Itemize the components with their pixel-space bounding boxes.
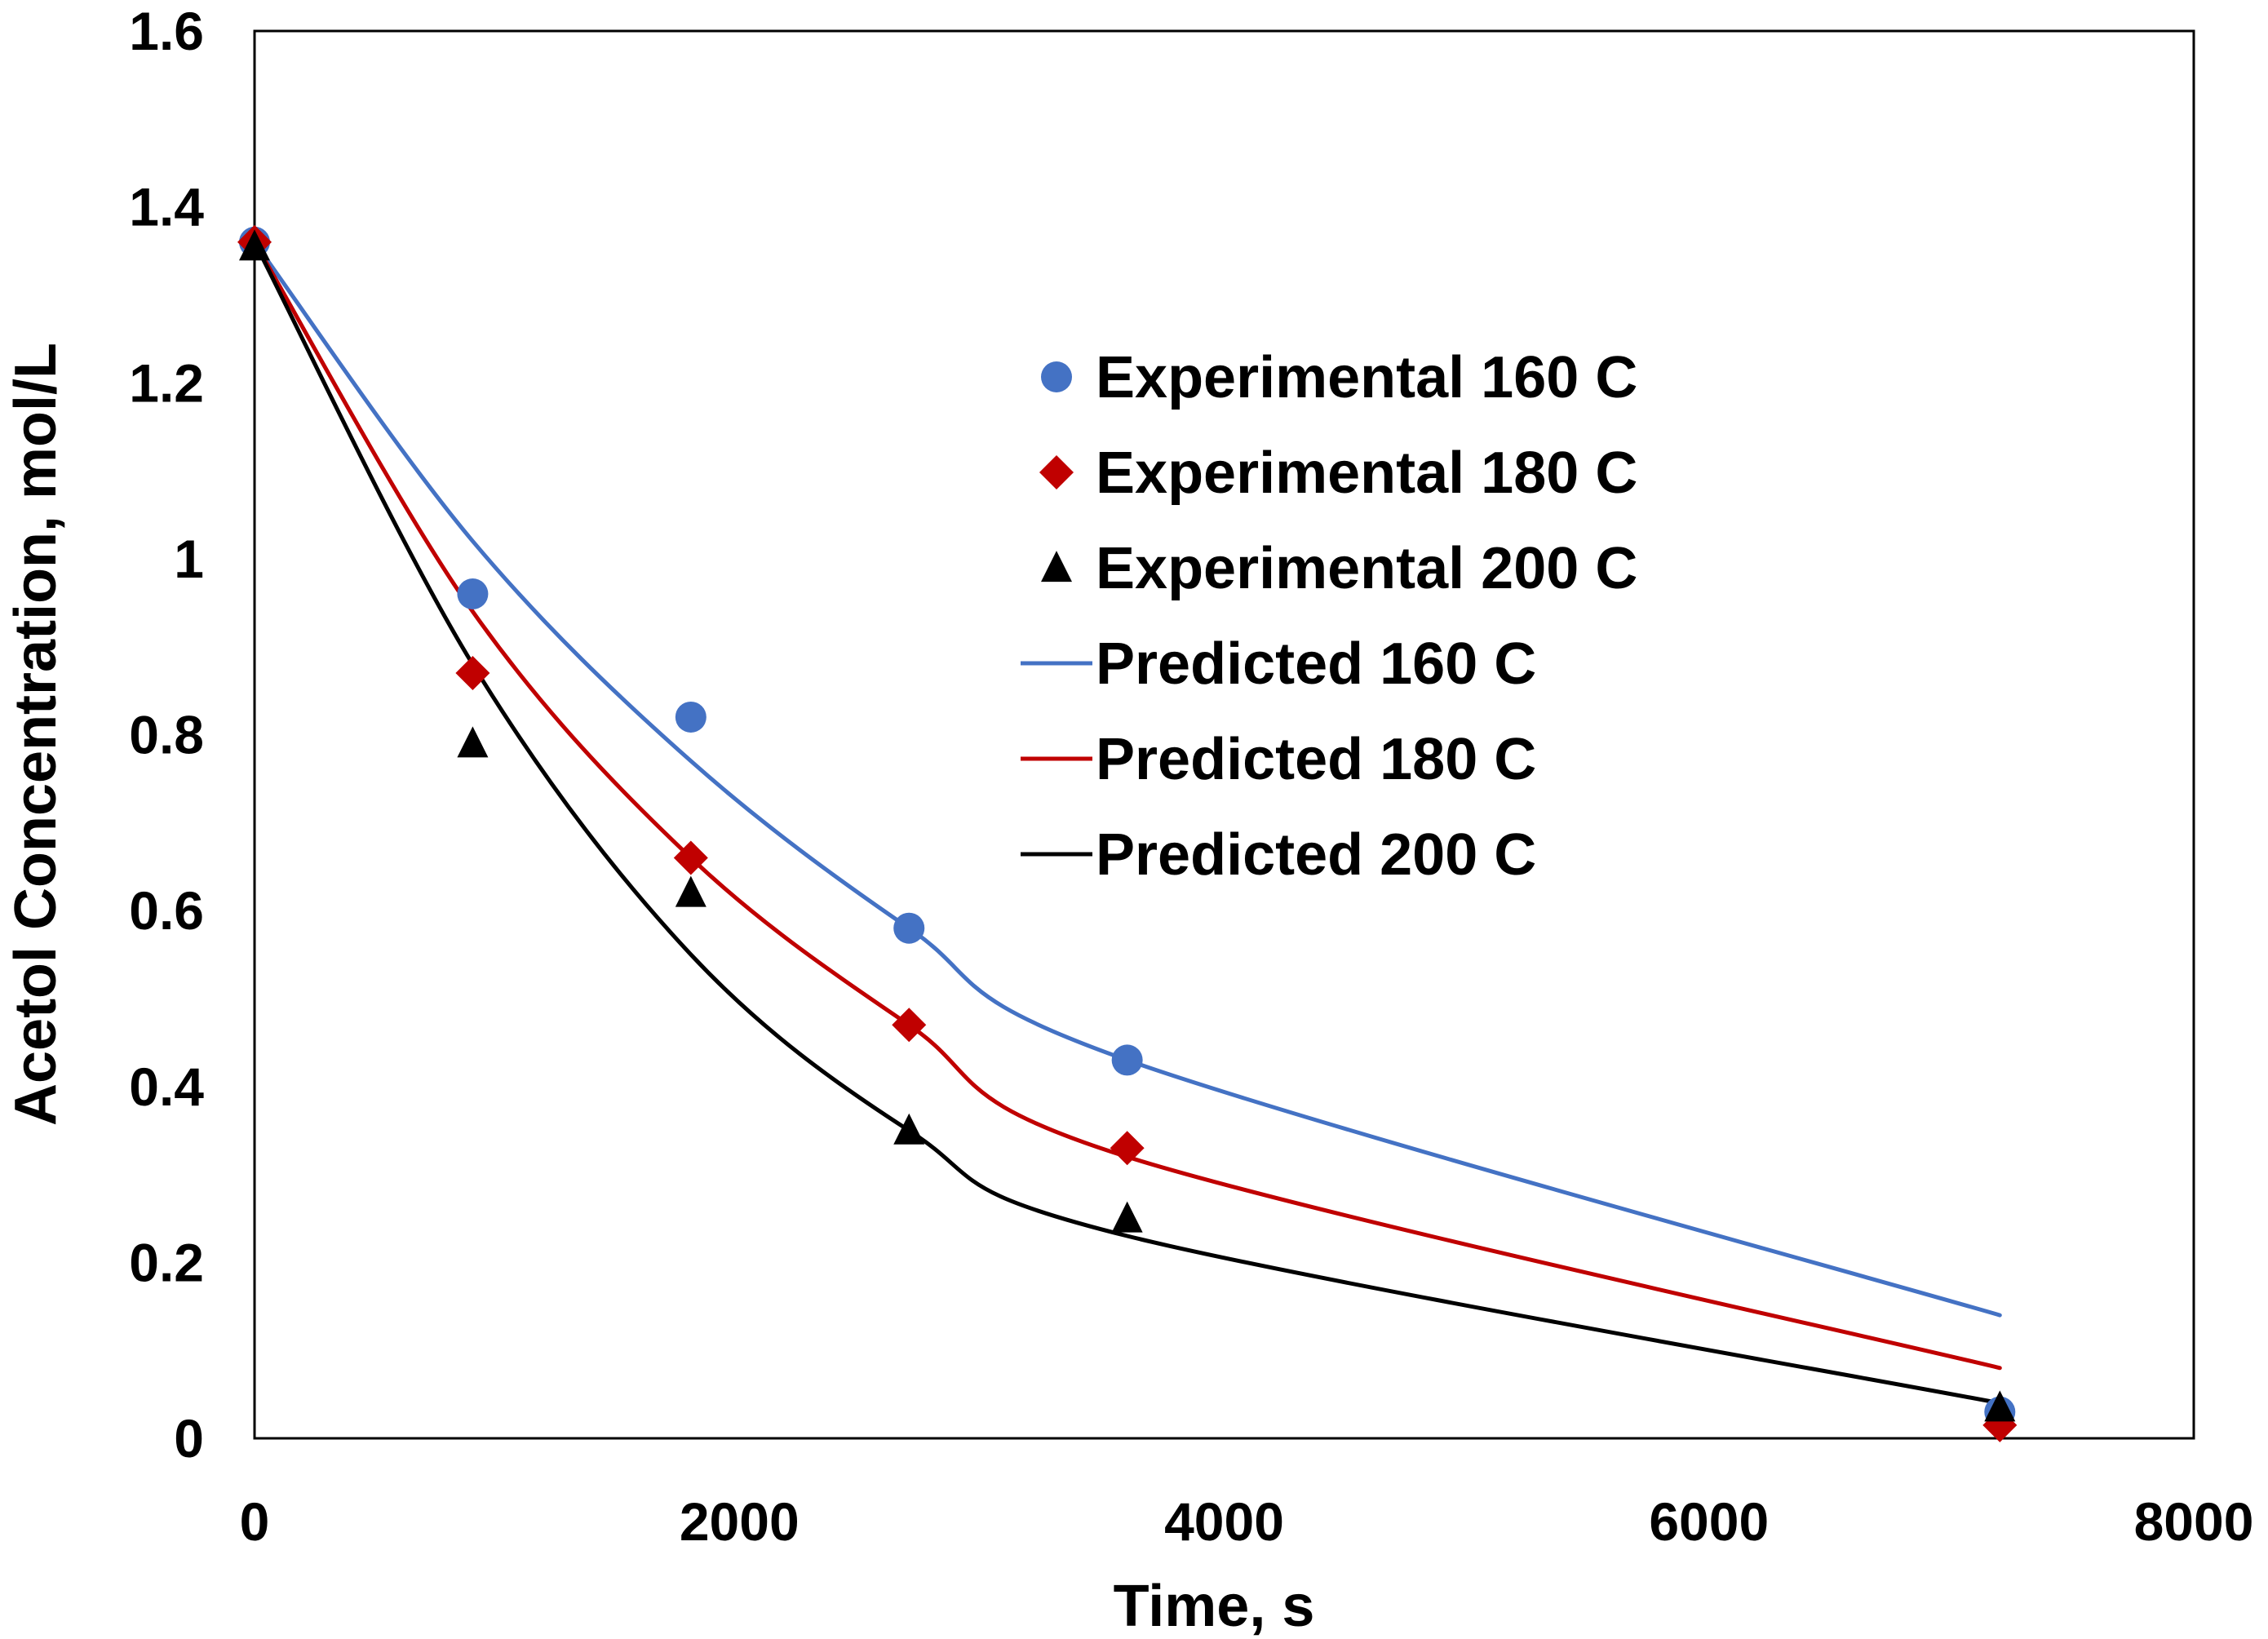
data-point-experimental-200-c xyxy=(893,1113,925,1145)
y-tick-label: 0 xyxy=(174,1408,204,1468)
legend-label: Predicted 160 C xyxy=(1096,631,1536,697)
data-point-experimental-200-c xyxy=(1111,1201,1143,1233)
data-point-experimental-180-c xyxy=(1110,1131,1145,1166)
series-line-predicted-160-c xyxy=(252,240,2002,1318)
y-tick-label: 1.4 xyxy=(129,177,204,237)
legend-label: Predicted 200 C xyxy=(1096,822,1536,888)
legend-label: Experimental 160 C xyxy=(1096,345,1637,410)
data-point-experimental-180-c xyxy=(455,656,490,691)
y-axis-ticks: 0 0.2 0.4 0.6 0.8 1 1.2 1.4 1.6 xyxy=(129,1,204,1468)
legend-marker xyxy=(1041,551,1072,583)
x-tick-label: 6000 xyxy=(1649,1491,1769,1552)
y-tick-label: 0.4 xyxy=(129,1056,204,1117)
legend: Experimental 160 C Experimental 180 C Expe… xyxy=(1021,345,1637,888)
legend-label: Experimental 200 C xyxy=(1096,536,1637,601)
y-tick-label: 0.8 xyxy=(129,705,204,765)
legend-marker xyxy=(1041,361,1072,392)
x-tick-label: 8000 xyxy=(2134,1491,2254,1552)
x-tick-label: 0 xyxy=(240,1491,270,1552)
data-point-experimental-200-c xyxy=(675,875,707,907)
data-point-experimental-200-c xyxy=(1984,1390,2016,1422)
y-tick-label: 1.6 xyxy=(129,1,204,61)
x-axis-title: Time, s xyxy=(1114,1574,1315,1639)
data-point-experimental-200-c xyxy=(457,726,489,758)
data-point-experimental-160-c xyxy=(675,701,707,733)
y-tick-label: 0.6 xyxy=(129,880,204,941)
experimental-points xyxy=(237,224,2018,1442)
data-point-experimental-200-c xyxy=(239,229,270,261)
y-tick-label: 1 xyxy=(174,529,204,589)
legend-label: Predicted 180 C xyxy=(1096,727,1536,792)
series-line-predicted-180-c xyxy=(252,240,2002,1371)
legend-marker xyxy=(1039,455,1074,489)
legend-label: Experimental 180 C xyxy=(1096,441,1637,506)
data-point-experimental-180-c xyxy=(892,1008,927,1043)
x-tick-label: 4000 xyxy=(1164,1491,1284,1552)
plot-area xyxy=(253,29,2195,1440)
data-point-experimental-160-c xyxy=(457,578,489,609)
y-tick-label: 1.2 xyxy=(129,352,204,413)
x-axis-ticks: 0 2000 4000 6000 8000 xyxy=(240,1491,2254,1552)
y-tick-label: 0.2 xyxy=(129,1232,204,1292)
data-point-experimental-160-c xyxy=(893,912,925,944)
y-axis-title: Acetol Concentration, mol/L xyxy=(3,343,69,1126)
series-line-predicted-200-c xyxy=(252,240,2002,1406)
predicted-lines xyxy=(252,240,2002,1406)
x-tick-label: 2000 xyxy=(680,1491,800,1552)
data-point-experimental-180-c xyxy=(673,840,708,875)
data-point-experimental-160-c xyxy=(1111,1044,1143,1076)
